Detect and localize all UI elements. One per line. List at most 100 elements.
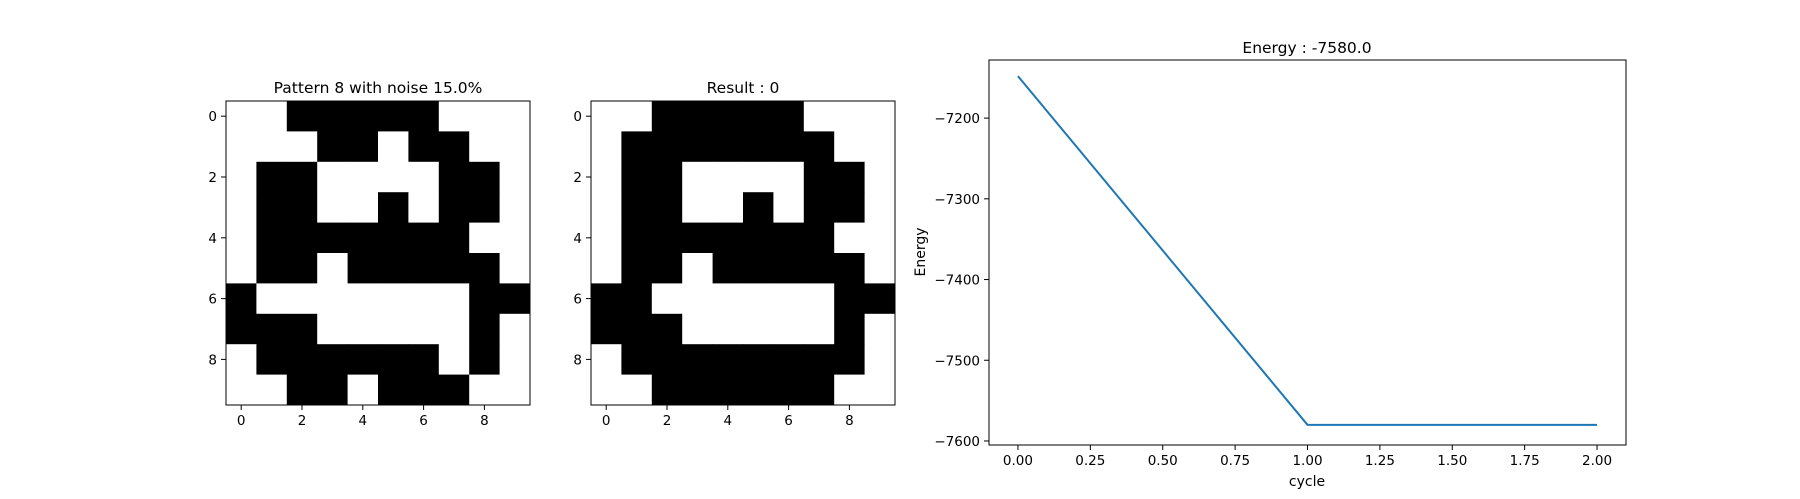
result-pattern-cell-r9-c3 <box>682 374 713 406</box>
result-pattern-panel: Result : 0 0 2 4 6 8 0 2 4 6 8 <box>573 79 896 429</box>
noisy-pattern-y-tick-label: 6 <box>208 292 217 308</box>
noisy-pattern-cell-r6-c6 <box>408 283 440 315</box>
result-pattern-x-tick-label: 6 <box>784 413 793 429</box>
noisy-pattern-cell-r9-c2 <box>286 374 318 406</box>
result-pattern-cell-r0-c1 <box>621 101 653 132</box>
result-pattern-cell-r0-c9 <box>864 101 896 132</box>
result-pattern-cell-r6-c1 <box>621 283 653 315</box>
noisy-pattern-cell-r8-c4 <box>347 344 379 375</box>
noisy-pattern-cell-r3-c9 <box>499 192 531 223</box>
result-pattern-y-tick-label: 4 <box>573 231 582 247</box>
result-pattern-cell-r1-c2 <box>651 131 683 163</box>
noisy-pattern-cell-r2-c9 <box>499 161 531 193</box>
result-pattern-cell-r3-c6 <box>773 192 805 223</box>
result-pattern-cell-r4-c6 <box>773 222 805 254</box>
result-pattern-cell-r3-c9 <box>864 192 896 223</box>
noisy-pattern-cell-r3-c5 <box>378 192 409 223</box>
noisy-pattern-cell-r0-c3 <box>317 101 348 132</box>
noisy-pattern-cell-r7-c6 <box>408 313 440 345</box>
result-pattern-cell-r5-c0 <box>591 253 622 284</box>
result-pattern-cell-r4-c8 <box>834 222 865 254</box>
result-pattern-cell-r8-c8 <box>834 344 865 375</box>
noisy-pattern-cell-r4-c5 <box>378 222 409 254</box>
noisy-pattern-cell-r5-c2 <box>286 253 318 284</box>
noisy-pattern-grid <box>226 101 531 406</box>
result-pattern-cell-r7-c7 <box>803 313 835 345</box>
energy-series-line <box>1017 75 1598 426</box>
result-pattern-cell-r3-c7 <box>803 192 835 223</box>
noisy-pattern-cell-r8-c6 <box>408 344 440 375</box>
result-pattern-cell-r3-c0 <box>591 192 622 223</box>
noisy-pattern-x-tick-label: 8 <box>480 413 489 429</box>
energy-x-axis: 0.00 0.25 0.50 0.75 1.00 1.25 1.50 1.75 2.00 <box>1003 445 1612 469</box>
energy-y-tick-label: −7500 <box>934 353 980 369</box>
noisy-pattern-frame <box>225 100 531 406</box>
result-pattern-cell-r8-c6 <box>773 344 805 375</box>
result-pattern-x-axis: 0 2 4 6 8 <box>602 405 854 429</box>
result-pattern-cell-r5-c7 <box>803 253 835 284</box>
noisy-pattern-x-tick-label: 2 <box>298 413 307 429</box>
noisy-pattern-cell-r6-c1 <box>256 283 288 315</box>
result-pattern-cell-r5-c4 <box>712 253 744 284</box>
result-pattern-cell-r0-c3 <box>682 101 713 132</box>
noisy-pattern-y-tick-label: 2 <box>208 170 217 186</box>
noisy-pattern-cell-r1-c3 <box>317 131 348 163</box>
result-pattern-cell-r8-c1 <box>621 344 653 375</box>
noisy-pattern-cell-r2-c5 <box>378 161 409 193</box>
result-pattern-cell-r3-c4 <box>712 192 744 223</box>
noisy-pattern-cell-r5-c9 <box>499 253 531 284</box>
noisy-pattern-title: Pattern 8 with noise 15.0% <box>274 79 483 97</box>
result-pattern-cell-r9-c8 <box>834 374 865 406</box>
energy-y-axis: −7600 −7500 −7400 −7300 −7200 <box>934 111 989 450</box>
result-pattern-cell-r3-c3 <box>682 192 713 223</box>
result-pattern-cell-r1-c4 <box>712 131 744 163</box>
noisy-pattern-cell-r4-c0 <box>226 222 257 254</box>
result-pattern-cell-r4-c5 <box>743 222 774 254</box>
result-pattern-cell-r4-c2 <box>651 222 683 254</box>
noisy-pattern-cell-r1-c5 <box>378 131 409 163</box>
noisy-pattern-cell-r1-c6 <box>408 131 440 163</box>
result-pattern-cell-r0-c8 <box>834 101 865 132</box>
noisy-pattern-cell-r1-c7 <box>438 131 470 163</box>
noisy-pattern-cell-r4-c6 <box>408 222 440 254</box>
energy-y-tick-label: −7600 <box>934 434 980 450</box>
result-pattern-cell-r9-c1 <box>621 374 653 406</box>
result-pattern-cell-r8-c9 <box>864 344 896 375</box>
result-pattern-cell-r1-c9 <box>864 131 896 163</box>
result-pattern-cell-r8-c5 <box>743 344 774 375</box>
result-pattern-cell-r2-c7 <box>803 161 835 193</box>
result-pattern-cell-r9-c5 <box>743 374 774 406</box>
noisy-pattern-cell-r8-c1 <box>256 344 288 375</box>
noisy-pattern-cell-r7-c8 <box>469 313 500 345</box>
result-pattern-cell-r2-c8 <box>834 161 865 193</box>
noisy-pattern-cell-r9-c4 <box>347 374 379 406</box>
noisy-pattern-cell-r6-c7 <box>438 283 470 315</box>
noisy-pattern-cell-r6-c9 <box>499 283 531 315</box>
result-pattern-cell-r0-c5 <box>743 101 774 132</box>
result-pattern-frame <box>590 100 896 406</box>
noisy-pattern-cell-r4-c9 <box>499 222 531 254</box>
result-pattern-cell-r4-c3 <box>682 222 713 254</box>
result-pattern-cell-r6-c3 <box>682 283 713 315</box>
result-pattern-cell-r7-c4 <box>712 313 744 345</box>
noisy-pattern-cell-r4-c7 <box>438 222 470 254</box>
result-pattern-cell-r8-c4 <box>712 344 744 375</box>
result-pattern-cell-r4-c9 <box>864 222 896 254</box>
noisy-pattern-cell-r6-c2 <box>286 283 318 315</box>
noisy-pattern-cell-r3-c4 <box>347 192 379 223</box>
noisy-pattern-cell-r7-c5 <box>378 313 409 345</box>
noisy-pattern-x-axis: 0 2 4 6 8 <box>237 405 489 429</box>
result-pattern-cell-r7-c0 <box>591 313 622 345</box>
result-pattern-cell-r6-c7 <box>803 283 835 315</box>
result-pattern-cell-r2-c0 <box>591 161 622 193</box>
result-pattern-cell-r1-c3 <box>682 131 713 163</box>
noisy-pattern-cell-r7-c4 <box>347 313 379 345</box>
energy-y-tick-label: −7300 <box>934 192 980 208</box>
noisy-pattern-cell-r0-c5 <box>378 101 409 132</box>
noisy-pattern-cell-r0-c4 <box>347 101 379 132</box>
result-pattern-cell-r2-c9 <box>864 161 896 193</box>
result-pattern-cell-r6-c0 <box>591 283 622 315</box>
result-pattern-cell-r0-c0 <box>591 101 622 132</box>
noisy-pattern-cell-r9-c6 <box>408 374 440 406</box>
noisy-pattern-cell-r5-c0 <box>226 253 257 284</box>
